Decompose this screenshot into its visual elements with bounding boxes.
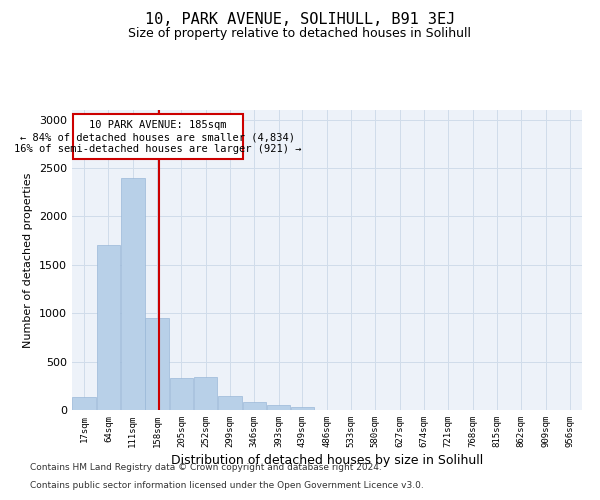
Bar — [97, 246, 120, 410]
Text: 10, PARK AVENUE, SOLIHULL, B91 3EJ: 10, PARK AVENUE, SOLIHULL, B91 3EJ — [145, 12, 455, 28]
Y-axis label: Number of detached properties: Number of detached properties — [23, 172, 34, 348]
Bar — [145, 318, 169, 410]
Text: Contains public sector information licensed under the Open Government Licence v3: Contains public sector information licen… — [30, 481, 424, 490]
Bar — [242, 402, 266, 410]
Bar — [121, 178, 145, 410]
Bar — [218, 396, 242, 410]
Bar — [73, 398, 96, 410]
Text: Contains HM Land Registry data © Crown copyright and database right 2024.: Contains HM Land Registry data © Crown c… — [30, 464, 382, 472]
Text: 16% of semi-detached houses are larger (921) →: 16% of semi-detached houses are larger (… — [14, 144, 302, 154]
X-axis label: Distribution of detached houses by size in Solihull: Distribution of detached houses by size … — [171, 454, 483, 467]
Text: 10 PARK AVENUE: 185sqm: 10 PARK AVENUE: 185sqm — [89, 120, 227, 130]
Bar — [170, 378, 193, 410]
FancyBboxPatch shape — [73, 114, 243, 160]
Bar — [194, 377, 217, 410]
Text: Size of property relative to detached houses in Solihull: Size of property relative to detached ho… — [128, 28, 472, 40]
Bar — [290, 407, 314, 410]
Bar — [267, 404, 290, 410]
Text: ← 84% of detached houses are smaller (4,834): ← 84% of detached houses are smaller (4,… — [20, 132, 295, 142]
